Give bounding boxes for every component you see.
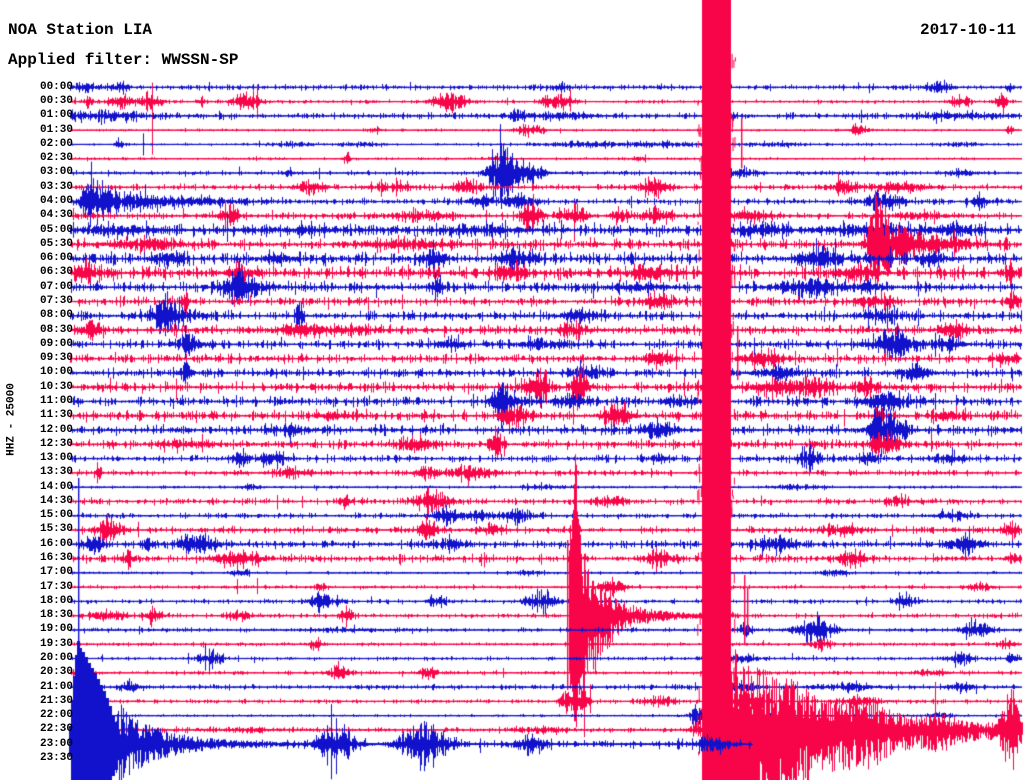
time-label: 20:00: [39, 652, 73, 664]
time-label: 15:30: [39, 523, 73, 536]
time-label: 03:30: [39, 180, 73, 193]
time-label: 04:30: [39, 209, 73, 222]
time-label: 00:00: [39, 80, 73, 93]
time-label: 08:30: [39, 323, 73, 336]
time-label: 19:30: [39, 637, 73, 650]
time-label: 23:00: [39, 737, 73, 750]
time-label: 17:30: [39, 580, 73, 593]
time-label: 13:00: [39, 452, 73, 465]
time-label: 10:00: [39, 366, 73, 379]
time-label: 15:00: [39, 509, 73, 522]
time-label: 17:00: [39, 566, 73, 579]
time-label: 18:30: [39, 609, 73, 622]
time-label: 11:00: [39, 394, 73, 407]
time-label: 12:00: [39, 423, 73, 436]
time-label: 16:00: [39, 537, 73, 550]
time-label: 04:00: [39, 195, 73, 208]
time-label: 23:30: [39, 751, 73, 764]
time-label: 09:30: [39, 352, 73, 365]
time-label: 22:30: [39, 723, 73, 736]
station-title: NOA Station LIA: [8, 21, 153, 39]
time-label: 07:30: [39, 295, 73, 307]
time-label: 11:30: [39, 409, 73, 422]
time-label: 05:00: [39, 223, 73, 236]
time-label: 00:30: [39, 95, 73, 108]
time-label: 05:30: [39, 237, 73, 250]
time-label: 18:00: [39, 594, 73, 607]
time-label: 19:00: [39, 623, 73, 636]
time-label: 06:00: [39, 252, 73, 265]
time-label: 14:00: [39, 480, 73, 493]
time-label: 20:30: [39, 666, 73, 679]
time-label: 06:30: [39, 266, 73, 279]
time-label: 10:30: [39, 380, 73, 393]
time-label: 08:00: [39, 309, 73, 322]
date-label: 2017-10-11: [919, 21, 1016, 39]
time-label: 01:00: [39, 109, 73, 122]
time-label: 13:30: [39, 466, 73, 479]
time-label: 01:30: [39, 123, 73, 136]
time-label: 12:30: [39, 437, 73, 450]
time-label: 14:30: [39, 494, 73, 507]
time-label: 22:00: [39, 709, 73, 722]
filter-label: Applied filter: WWSSN-SP: [8, 51, 239, 69]
time-label: 02:30: [39, 152, 73, 165]
time-label: 21:00: [39, 680, 73, 693]
time-label: 07:00: [39, 280, 73, 293]
time-label: 21:30: [39, 694, 73, 707]
time-label: 02:00: [39, 137, 73, 150]
time-label: 09:00: [39, 337, 73, 350]
time-label: 03:00: [39, 166, 73, 179]
time-label: 16:30: [39, 552, 73, 565]
